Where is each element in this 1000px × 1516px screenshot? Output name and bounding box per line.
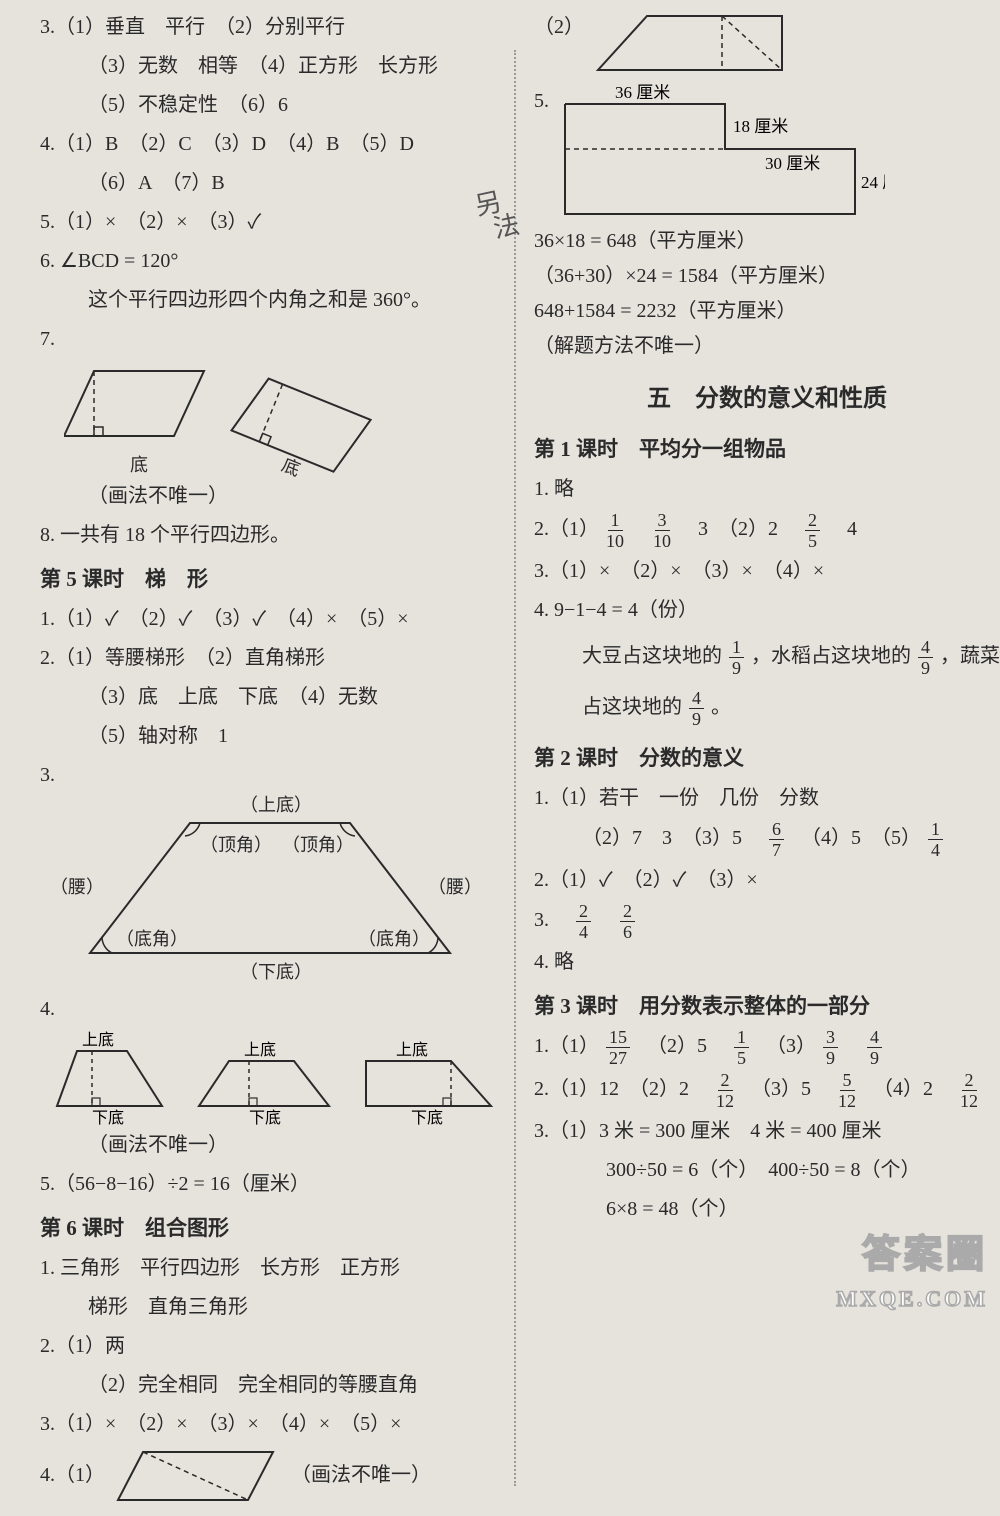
right-column: （2） 5. 36 厘米 18 厘米 30 厘米 24 厘米 36×1 bbox=[534, 10, 1000, 1506]
text: 1.（1）✓ （2）✓ （3）✓ （4）× （5）× bbox=[40, 602, 496, 637]
svg-text:上底: 上底 bbox=[244, 1041, 276, 1059]
text: 3.（1）× （2）× （3）× （4）× （5）× bbox=[40, 1407, 496, 1442]
text: 2.（1）✓ （2）✓ （3）× bbox=[534, 863, 1000, 898]
svg-text:（腰）: （腰） bbox=[428, 877, 480, 897]
svg-text:（下底）: （下底） bbox=[240, 962, 312, 982]
svg-text:18 厘米: 18 厘米 bbox=[733, 117, 788, 136]
svg-text:36 厘米: 36 厘米 bbox=[615, 84, 670, 102]
text: 7. bbox=[40, 322, 496, 357]
text: 6×8 = 48（个） bbox=[534, 1192, 1000, 1227]
parallelogram-1: 底 bbox=[64, 361, 214, 477]
column-divider bbox=[514, 50, 516, 1486]
left-column: 3.（1）垂直 平行 （2）分别平行 （3）无数 相等 （4）正方形 长方形 （… bbox=[40, 10, 496, 1506]
text: 3.（1）垂直 平行 （2）分别平行 bbox=[40, 10, 496, 45]
text: 3.（1）× （2）× （3）× （4）× bbox=[534, 554, 1000, 589]
text: 3.（1）3 米 = 300 厘米 4 米 = 400 厘米 bbox=[534, 1114, 1000, 1149]
lesson-title: 第 1 课时 平均分一组物品 bbox=[534, 431, 1000, 468]
text: 2.（1）两 bbox=[40, 1329, 496, 1364]
trapezoid-3: 上底 下底 bbox=[356, 1031, 496, 1126]
figure-l6q4: 4.（1） （画法不唯一） bbox=[40, 1446, 496, 1506]
text: （3）无数 相等 （4）正方形 长方形 bbox=[40, 49, 496, 84]
text: 648+1584 = 2232（平方厘米） bbox=[534, 294, 1000, 329]
svg-text:（顶角）: （顶角） bbox=[200, 835, 272, 855]
text: 4. 略 bbox=[534, 945, 1000, 980]
text: 5.（56−8−16）÷2 = 16（厘米） bbox=[40, 1167, 496, 1202]
figure-q4-2: （2） bbox=[534, 10, 1000, 80]
text: 4. bbox=[40, 992, 496, 1027]
text: 1. 略 bbox=[534, 472, 1000, 507]
svg-text:（底角）: （底角） bbox=[358, 929, 430, 949]
svg-text:（底角）: （底角） bbox=[116, 929, 188, 949]
text: 36×18 = 648（平方厘米） bbox=[534, 224, 1000, 259]
lesson-title: 第 5 课时 梯 形 bbox=[40, 561, 496, 598]
svg-text:（上底）: （上底） bbox=[240, 795, 312, 815]
figure-q7: 7. 底 底 bbox=[40, 322, 496, 514]
text: 2.（1）12 （2）2 212 （3）5 512 （4）2 212 bbox=[534, 1071, 1000, 1110]
text: 4. 9−1−4 = 4（份） bbox=[534, 593, 1000, 628]
text: 5. bbox=[534, 84, 549, 119]
text: （3）底 上底 下底 （4）无数 bbox=[40, 680, 496, 715]
lesson-title: 第 3 课时 用分数表示整体的一部分 bbox=[534, 988, 1000, 1025]
text: 300÷50 = 6（个） 400÷50 = 8（个） bbox=[534, 1153, 1000, 1188]
svg-text:下底: 下底 bbox=[411, 1109, 443, 1126]
text: 3. 24 26 bbox=[534, 902, 1000, 941]
text: （画法不唯一） bbox=[40, 1128, 496, 1163]
text: （2） bbox=[534, 10, 584, 45]
text: （画法不唯一） bbox=[40, 479, 496, 514]
text: 4.（1）B （2）C （3）D （4）B （5）D bbox=[40, 127, 496, 162]
text: （5）不稳定性 （6）6 bbox=[40, 88, 496, 123]
caption: 底 bbox=[64, 451, 214, 477]
text: 这个平行四边形四个内角之和是 360°。 bbox=[40, 283, 496, 318]
text: 6. ∠BCD = 120° bbox=[40, 244, 496, 279]
svg-text:上底: 上底 bbox=[82, 1031, 114, 1049]
figure-q5: 5. 36 厘米 18 厘米 30 厘米 24 厘米 36×18 = 648（平… bbox=[534, 84, 1000, 364]
svg-text:下底: 下底 bbox=[92, 1109, 124, 1126]
figure-l5q3: 3. （上底） （顶角） （顶角） （腰） （腰） （底角） （底角） （下底） bbox=[40, 758, 496, 988]
text: 占这块地的 49 。 bbox=[534, 689, 1000, 728]
trapezoid-1: 上底 下底 bbox=[52, 1031, 172, 1126]
watermark-logo: 答案圈 bbox=[862, 1223, 988, 1278]
text: 1. 三角形 平行四边形 长方形 正方形 bbox=[40, 1251, 496, 1286]
text: 2.（1）等腰梯形 （2）直角梯形 bbox=[40, 641, 496, 676]
text: 梯形 直角三角形 bbox=[40, 1290, 496, 1325]
figure-l5q4: 4. 上底 下底 上底 bbox=[40, 992, 496, 1163]
text: （2）7 3 （3）5 67 （4）5 （5） 14 bbox=[534, 820, 1000, 859]
parallelogram-dashed bbox=[113, 1446, 283, 1506]
svg-text:下底: 下底 bbox=[249, 1109, 281, 1126]
svg-text:（顶角）: （顶角） bbox=[282, 835, 354, 855]
text: 3. bbox=[40, 758, 496, 793]
text: 大豆占这块地的 19 ，水稻占这块地的 49 ，蔬菜 bbox=[534, 638, 1000, 677]
text: 2.（1） 110 310 3 （2）2 25 4 bbox=[534, 511, 1000, 550]
unit-title: 五 分数的意义和性质 bbox=[534, 378, 1000, 413]
svg-text:24 厘米: 24 厘米 bbox=[861, 173, 885, 192]
svg-text:（腰）: （腰） bbox=[50, 877, 104, 897]
parallelogram-2: 底 bbox=[228, 377, 378, 477]
text: 4.（1） bbox=[40, 1458, 105, 1493]
text: （5）轴对称 1 bbox=[40, 719, 496, 754]
svg-text:上底: 上底 bbox=[396, 1041, 428, 1059]
text: 5.（1）× （2）× （3）✓ bbox=[40, 205, 496, 240]
text: 8. 一共有 18 个平行四边形。 bbox=[40, 518, 496, 553]
text: （36+30）×24 = 1584（平方厘米） bbox=[534, 259, 1000, 294]
text: （画法不唯一） bbox=[291, 1458, 431, 1493]
text: 1.（1）若干 一份 几份 分数 bbox=[534, 781, 1000, 816]
watermark-url: MXQE.COM bbox=[836, 1286, 988, 1312]
lesson-title: 第 2 课时 分数的意义 bbox=[534, 740, 1000, 777]
trapezoid-2: 上底 下底 bbox=[194, 1031, 334, 1126]
text: （6）A （7）B bbox=[40, 166, 496, 201]
text: （2）完全相同 完全相同的等腰直角 bbox=[40, 1368, 496, 1403]
text: （解题方法不唯一） bbox=[534, 329, 1000, 364]
lesson-title: 第 6 课时 组合图形 bbox=[40, 1210, 496, 1247]
text: 1.（1） 1527 （2）5 15 （3） 39 49 bbox=[534, 1028, 1000, 1067]
svg-text:30 厘米: 30 厘米 bbox=[765, 154, 820, 173]
